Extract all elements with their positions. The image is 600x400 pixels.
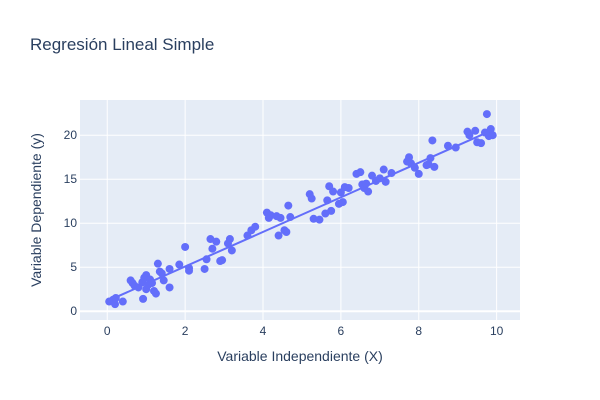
grid (80, 100, 520, 320)
data-point (200, 264, 209, 273)
data-point (430, 162, 439, 171)
data-point (165, 283, 174, 292)
data-point (477, 139, 486, 148)
data-points (105, 110, 497, 309)
chart-title: Regresión Lineal Simple (30, 35, 214, 54)
data-point (225, 235, 234, 244)
data-point (486, 125, 495, 134)
x-tick-label: 0 (104, 324, 111, 338)
data-point (208, 244, 217, 253)
data-point (148, 279, 157, 288)
data-point (139, 294, 148, 303)
data-point (426, 154, 435, 163)
data-point (151, 289, 160, 298)
data-point (387, 169, 396, 178)
data-point (338, 198, 347, 207)
data-point (356, 168, 365, 177)
data-point (443, 141, 452, 150)
x-tick-label: 2 (182, 324, 189, 338)
data-point (157, 269, 166, 278)
data-point (364, 187, 373, 196)
data-point (286, 213, 295, 222)
data-point (471, 126, 480, 135)
x-tick-label: 8 (415, 324, 422, 338)
y-tick-label: 10 (64, 216, 78, 230)
data-point (111, 294, 120, 302)
data-point (362, 179, 371, 188)
data-point (175, 260, 184, 269)
y-tick-label: 0 (70, 304, 77, 318)
data-point (111, 300, 120, 309)
data-point (227, 246, 236, 255)
data-point (344, 184, 353, 192)
data-point (266, 211, 275, 220)
data-point (323, 196, 332, 205)
data-point (153, 259, 162, 268)
data-point (165, 264, 174, 273)
data-point (185, 264, 194, 273)
data-point (405, 153, 414, 162)
data-point (274, 231, 283, 240)
data-point (327, 206, 336, 215)
data-point (307, 194, 316, 203)
x-tick-label: 10 (490, 324, 504, 338)
data-point (482, 110, 491, 119)
data-point (414, 169, 423, 178)
data-point (251, 222, 260, 231)
data-point (428, 136, 437, 145)
tick-labels: 0 2 4 6 8 10 0 5 10 15 20 (64, 128, 504, 338)
data-point (488, 131, 497, 140)
data-point (284, 201, 293, 210)
y-tick-label: 20 (64, 128, 78, 142)
data-point (218, 256, 227, 265)
data-point (329, 187, 338, 196)
data-point (276, 213, 285, 222)
data-point (315, 215, 324, 224)
data-point (465, 131, 474, 140)
data-point (282, 228, 291, 236)
data-point (381, 177, 390, 186)
data-point (379, 165, 388, 174)
data-point (451, 143, 460, 152)
x-axis-title: Variable Independiente (X) (217, 348, 383, 364)
x-tick-label: 6 (338, 324, 345, 338)
data-point (159, 276, 168, 285)
data-point (181, 242, 190, 251)
data-point (410, 163, 419, 172)
data-point (118, 297, 127, 306)
data-point (375, 174, 384, 183)
y-tick-label: 15 (64, 172, 78, 186)
y-axis-title: Variable Dependiente (y) (28, 133, 44, 287)
data-point (212, 237, 221, 246)
x-tick-label: 4 (260, 324, 267, 338)
y-tick-label: 5 (70, 260, 77, 274)
data-point (202, 255, 211, 264)
